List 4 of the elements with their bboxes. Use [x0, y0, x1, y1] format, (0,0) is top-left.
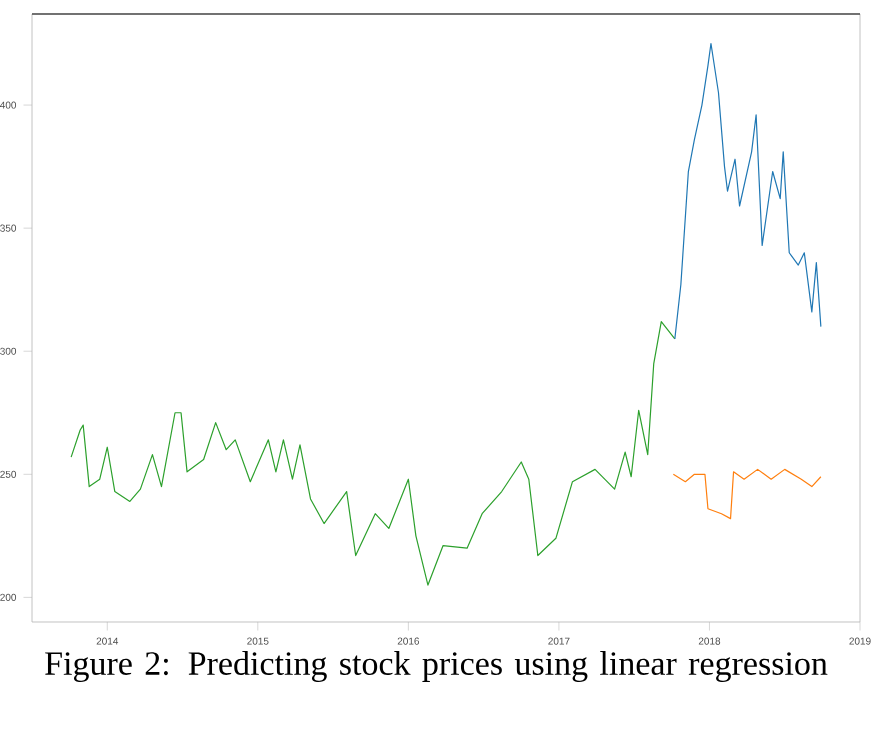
line-series [672, 468, 822, 520]
line-series [674, 42, 822, 340]
text: Figure 2: Predicting stock prices using linear regression [45, 651, 828, 682]
line-series [70, 321, 676, 586]
